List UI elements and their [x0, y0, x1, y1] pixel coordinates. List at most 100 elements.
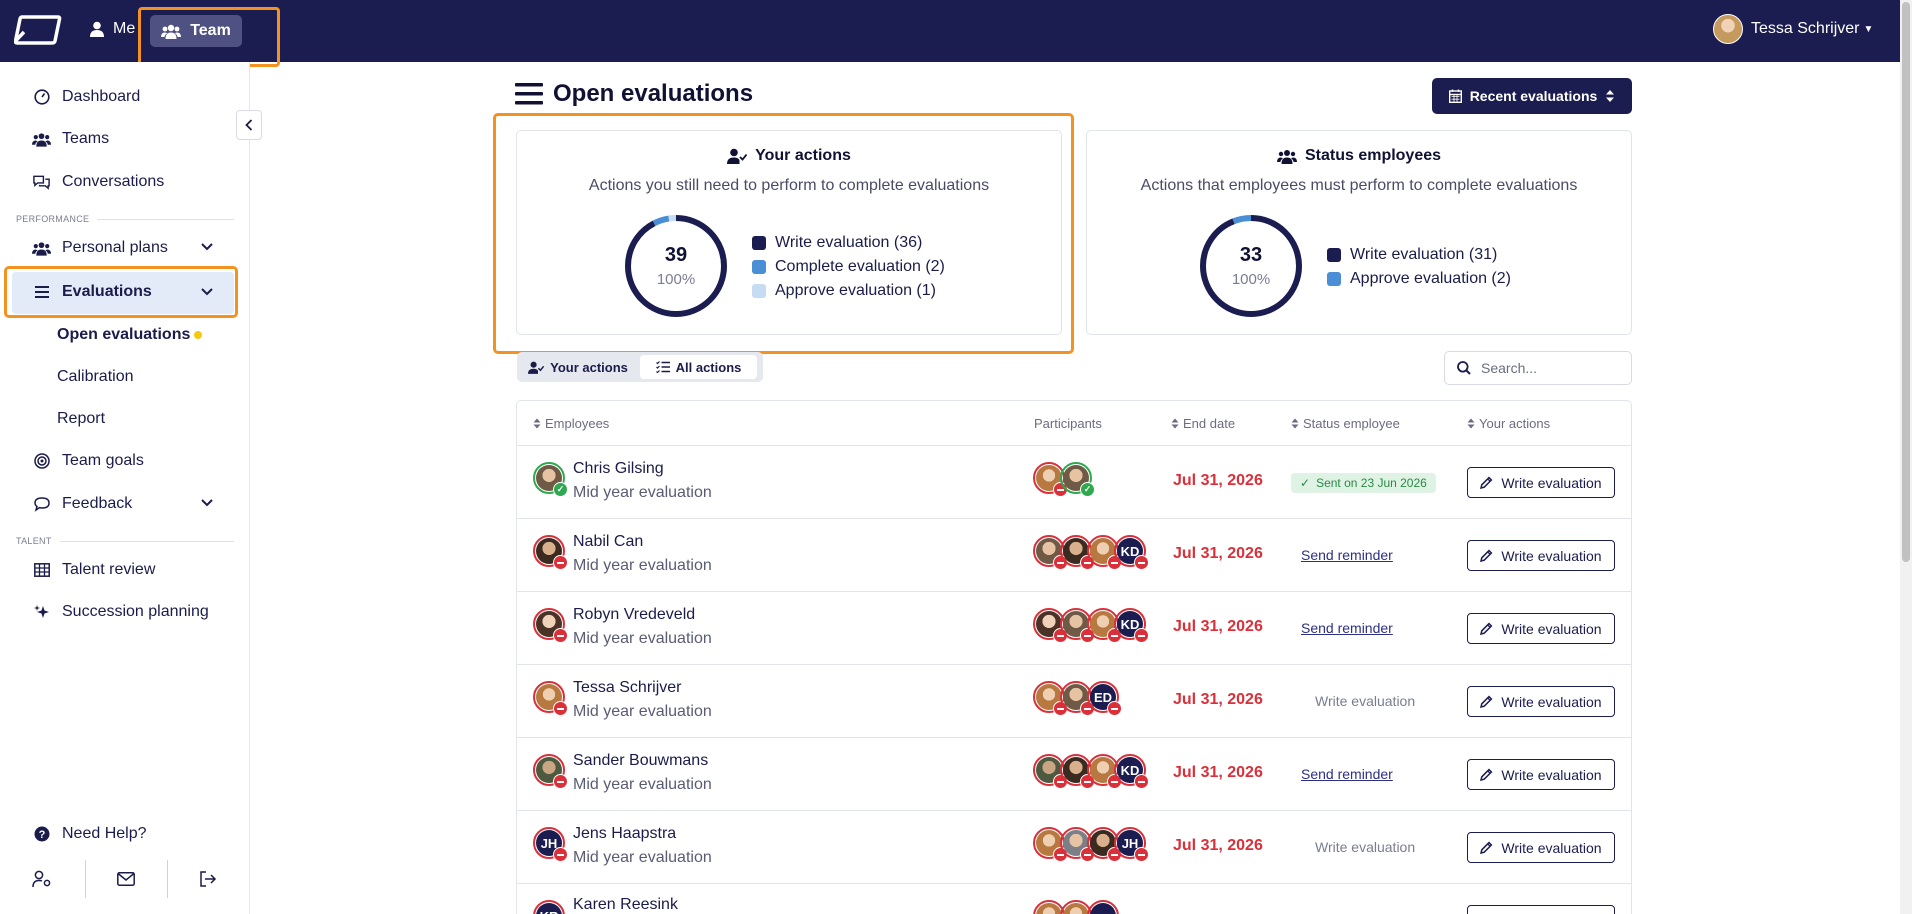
column-header-status-employee[interactable]: Status employee — [1291, 416, 1400, 431]
user-name: Tessa Schrijver — [1751, 20, 1860, 37]
table-row[interactable]: Tessa Schrijver Mid year evaluation ED J… — [517, 665, 1631, 738]
collapse-sidebar-button[interactable] — [236, 110, 262, 140]
avatar — [1713, 14, 1743, 44]
employee-name[interactable]: Nabil Can — [573, 533, 644, 550]
table-row[interactable]: ✓ Chris Gilsing Mid year evaluation ✓ Ju… — [517, 446, 1631, 519]
sidebar-subitem-open-evaluations[interactable]: Open evaluations — [57, 326, 203, 344]
sidebar-item-conversations[interactable]: Conversations — [32, 173, 164, 191]
user-check-icon — [528, 361, 545, 374]
sidebar-section-talent: TALENT — [16, 536, 234, 546]
end-date: Jul 31, 2026 — [1173, 618, 1263, 635]
table-row[interactable]: Sander Bouwmans Mid year evaluation KD J… — [517, 738, 1631, 811]
search-box[interactable] — [1444, 351, 1632, 385]
recent-evaluations-button[interactable]: Recent evaluations — [1432, 78, 1632, 114]
sidebar-item-need-help[interactable]: ? Need Help? — [32, 825, 147, 843]
write-evaluation-button[interactable]: Write evaluation — [1467, 540, 1615, 571]
legend-swatch — [752, 260, 766, 274]
button-label: Write evaluation — [1501, 693, 1602, 710]
table-row[interactable]: Nabil Can Mid year evaluation KD Jul 31,… — [517, 519, 1631, 592]
employee-name[interactable]: Chris Gilsing — [573, 460, 664, 477]
sidebar-item-personal-plans[interactable]: Personal plans — [32, 239, 168, 257]
envelope-icon[interactable] — [117, 872, 135, 886]
avatar: ED — [1087, 681, 1122, 716]
employee-name[interactable]: Sander Bouwmans — [573, 752, 709, 769]
minus-badge-icon — [553, 555, 568, 570]
tab-all-actions[interactable]: All actions — [640, 355, 757, 379]
sidebar-item-dashboard[interactable]: Dashboard — [32, 88, 140, 106]
employee-name[interactable]: Jens Haapstra — [573, 825, 677, 842]
legend-label: Write evaluation (36) — [775, 234, 923, 251]
target-icon — [32, 453, 51, 469]
sidebar-item-team-goals[interactable]: Team goals — [32, 452, 144, 470]
send-reminder-link[interactable]: Send reminder — [1301, 547, 1393, 563]
end-date: Jul 31, 2026 — [1173, 472, 1263, 489]
caret-down-icon: ▼ — [1863, 23, 1874, 35]
write-evaluation-button[interactable]: Write evaluation — [1467, 613, 1615, 644]
table-row[interactable]: KR Karen Reesink — [517, 884, 1631, 914]
status-badge: ✓ Sent on 23 Jun 2026 — [1291, 473, 1436, 493]
user-check-icon — [727, 148, 748, 164]
column-header-label: Participants — [1034, 416, 1102, 431]
sidebar-subitem-report[interactable]: Report — [57, 410, 106, 427]
highlight-box-evaluations — [4, 266, 238, 318]
user-menu[interactable]: Tessa Schrijver ▼ — [1713, 14, 1873, 44]
table-row[interactable]: JH Jens Haapstra Mid year evaluation JH … — [517, 811, 1631, 884]
table-row[interactable]: Robyn Vredeveld Mid year evaluation KD J… — [517, 592, 1631, 665]
card-title-text: Status employees — [1304, 147, 1442, 164]
legend-label: Approve evaluation (2) — [1350, 270, 1511, 287]
scrollbar-thumb[interactable] — [1902, 2, 1910, 562]
employee-name[interactable]: Tessa Schrijver — [573, 679, 682, 696]
button-label: Write evaluation — [1501, 620, 1602, 637]
sidebar-label-feedback: Feedback — [62, 495, 133, 512]
sidebar-item-feedback[interactable]: Feedback — [32, 495, 132, 513]
page-title: Open evaluations — [515, 80, 753, 108]
send-reminder-link[interactable]: Send reminder — [1301, 620, 1393, 636]
write-evaluation-button[interactable]: Write evaluation — [1467, 467, 1615, 498]
sidebar-subitem-calibration[interactable]: Calibration — [57, 368, 134, 385]
legend-item: Write evaluation (36) — [752, 234, 922, 252]
user-settings-icon[interactable] — [32, 870, 52, 888]
avatar — [1033, 681, 1068, 716]
chevron-down-icon[interactable] — [200, 242, 214, 252]
sidebar-item-succession-planning[interactable]: Succession planning — [32, 603, 209, 621]
status-text: Write evaluation — [1315, 839, 1416, 855]
column-header-your-actions[interactable]: Your actions — [1467, 416, 1550, 431]
sidebar-label-dashboard: Dashboard — [62, 88, 141, 105]
sort-icon — [1605, 89, 1615, 103]
donut-segment-1 — [1200, 215, 1302, 317]
search-icon — [1457, 361, 1471, 375]
legend-item: Approve evaluation (1) — [752, 282, 936, 300]
your-actions-card: Your actions Actions you still need to p… — [516, 130, 1062, 335]
question-circle-icon: ? — [32, 826, 51, 842]
sidebar-item-teams[interactable]: Teams — [32, 130, 109, 148]
table-grid-icon — [32, 563, 51, 577]
logout-icon[interactable] — [199, 871, 217, 887]
avatar: KD — [1114, 608, 1149, 643]
employee-name[interactable]: Karen Reesink — [573, 896, 678, 913]
column-header-employees[interactable]: Employees — [533, 416, 609, 431]
nav-me[interactable]: Me — [90, 20, 135, 38]
minus-badge-icon — [553, 701, 568, 716]
sidebar-label-open-evaluations: Open evaluations — [57, 326, 191, 343]
column-header-end-date[interactable]: End date — [1171, 416, 1235, 431]
sidebar-item-talent-review[interactable]: Talent review — [32, 561, 155, 579]
avatar — [1087, 535, 1122, 570]
employee-name[interactable]: Robyn Vredeveld — [573, 606, 696, 623]
app-logo[interactable] — [14, 14, 62, 46]
nav-team[interactable]: Team — [150, 15, 242, 47]
chevron-down-icon[interactable] — [200, 287, 214, 297]
tab-your-actions[interactable]: Your actions — [522, 355, 634, 379]
status-employees-donut — [1200, 215, 1302, 317]
sidebar-item-evaluations[interactable]: Evaluations — [32, 283, 152, 301]
write-evaluation-button[interactable] — [1467, 905, 1615, 914]
write-evaluation-button[interactable]: Write evaluation — [1467, 759, 1615, 790]
search-input[interactable] — [1481, 360, 1621, 376]
write-evaluation-button[interactable]: Write evaluation — [1467, 686, 1615, 717]
write-evaluation-button[interactable]: Write evaluation — [1467, 832, 1615, 863]
avatar — [533, 608, 568, 643]
list-check-icon — [655, 361, 670, 373]
hamburger-menu-icon[interactable] — [515, 82, 543, 106]
chevron-down-icon[interactable] — [200, 498, 214, 508]
pencil-icon — [1480, 695, 1493, 708]
send-reminder-link[interactable]: Send reminder — [1301, 766, 1393, 782]
